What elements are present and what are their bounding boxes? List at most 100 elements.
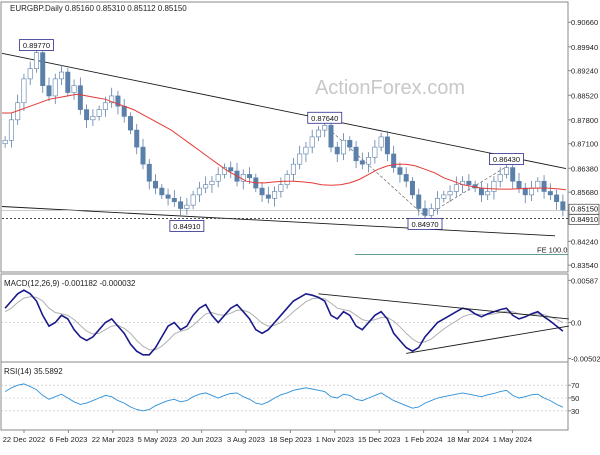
swing-point-label-box [307, 111, 343, 124]
price-candle-body [478, 187, 484, 196]
price-candle-body [109, 95, 115, 104]
price-candle-body [184, 204, 190, 209]
rsi-y-tick-label: 50 [571, 394, 579, 403]
price-candle-body [71, 85, 77, 93]
price-candle-body [228, 167, 234, 172]
price-candle-body [59, 71, 65, 80]
axis-price-tag [568, 214, 600, 225]
panel-frame-0 [0, 1, 569, 273]
price-candle-body [209, 180, 215, 185]
price-y-tick-label: 0.86380 [571, 164, 598, 173]
price-y-tick-label: 0.84240 [571, 237, 598, 246]
price-candle-body [516, 180, 522, 189]
price-candle-body [33, 52, 39, 69]
price-candle-body [96, 109, 102, 117]
macd-panel-title: MACD(12,26,9) -0.001182 -0.000032 [4, 279, 136, 288]
price-y-tick-label: 0.87800 [571, 116, 598, 125]
price-candle-body [134, 129, 140, 148]
axis-price-tag-label: 0.85150 [571, 205, 598, 214]
price-candle-body [491, 180, 497, 192]
price-candle-body [503, 167, 509, 175]
price-candle-body [46, 85, 52, 97]
x-tick-label: 20 Jun 2023 [181, 435, 222, 444]
price-candle-body [84, 109, 90, 121]
price-candle-body [259, 187, 265, 196]
price-candle-body [115, 95, 121, 107]
price-candle-body [560, 201, 566, 211]
fe-target-label: FE 100.0 [537, 246, 567, 255]
x-tick-label: 22 Mar 2023 [92, 435, 134, 444]
macd-trendline-0 [318, 293, 569, 320]
price-candle-body [353, 146, 359, 162]
price-candle-body [322, 124, 328, 131]
rsi-y-tick-label: 30 [571, 407, 579, 416]
x-tick-label: 18 Sep 2023 [269, 435, 312, 444]
x-tick-label: 1 Nov 2023 [316, 435, 354, 444]
price-candle-body [290, 163, 296, 175]
macd-line [4, 289, 564, 356]
rsi-line [4, 383, 564, 412]
price-candle-body [384, 136, 390, 155]
price-candle-body [359, 160, 365, 165]
price-candle-body [466, 180, 472, 185]
price-candle-body [278, 184, 284, 192]
x-tick-label: 3 Aug 2023 [227, 435, 265, 444]
price-candle-body [297, 153, 303, 165]
moving-average-line [2, 93, 567, 191]
price-candle-body [341, 139, 347, 155]
price-y-tick-label: 0.85680 [571, 188, 598, 197]
price-candle-body [221, 167, 227, 175]
x-tick-label: 22 Dec 2022 [3, 435, 46, 444]
swing-point-label-box [407, 217, 443, 230]
price-candle-body [416, 194, 422, 209]
swing-point-label: 0.86430 [493, 155, 520, 164]
price-candle-body [265, 194, 271, 199]
price-candle-body [554, 194, 560, 203]
axis-price-tag-label: 0.84910 [571, 215, 598, 224]
x-tick-label: 6 Feb 2023 [49, 435, 87, 444]
price-candle-body [40, 52, 46, 87]
swing-point-label: 0.84910 [173, 222, 200, 231]
price-candle-body [284, 174, 290, 185]
price-candle-body [171, 197, 177, 203]
lower-channel-line [1, 206, 556, 237]
price-candle-body [422, 208, 428, 216]
rsi-y-tick-label: 70 [571, 381, 579, 390]
macd-trendline-1 [406, 325, 569, 354]
price-candle-body [409, 180, 415, 196]
price-y-tick-label: 0.89240 [571, 67, 598, 76]
x-tick-label: 1 May 2024 [493, 435, 532, 444]
price-y-tick-label: 0.89940 [571, 43, 598, 52]
price-candle-body [315, 129, 321, 138]
price-candle-body [447, 191, 453, 196]
price-candle-body [2, 139, 8, 145]
price-candle-body [102, 102, 108, 110]
price-candle-body [190, 194, 196, 206]
price-candle-body [196, 187, 202, 196]
price-candle-body [397, 167, 403, 175]
price-candle-body [541, 180, 547, 192]
price-candle-body [153, 180, 159, 189]
price-candle-body [535, 180, 541, 189]
price-candle-body [529, 187, 535, 196]
macd-signal-line [4, 296, 564, 351]
price-candle-body [247, 174, 253, 179]
price-candle-body [366, 157, 372, 165]
price-candle-body [378, 136, 384, 148]
price-candle-body [90, 116, 96, 121]
watermark-text: ActionForex.com [315, 77, 465, 99]
price-candle-body [328, 124, 334, 148]
price-candle-body [441, 194, 447, 199]
price-candle-body [334, 146, 340, 155]
price-candle-body [510, 167, 516, 182]
price-candle-body [215, 174, 221, 182]
swing-point-label-box [169, 220, 205, 232]
swing-point-label: 0.84970 [411, 220, 438, 229]
price-candle-body [140, 146, 146, 165]
swing-point-label: 0.87640 [311, 114, 338, 123]
price-candle-body [77, 85, 83, 110]
price-candle-body [27, 68, 33, 80]
price-candle-body [403, 174, 409, 182]
macd-y-tick-label: -0.00502 [571, 355, 600, 364]
